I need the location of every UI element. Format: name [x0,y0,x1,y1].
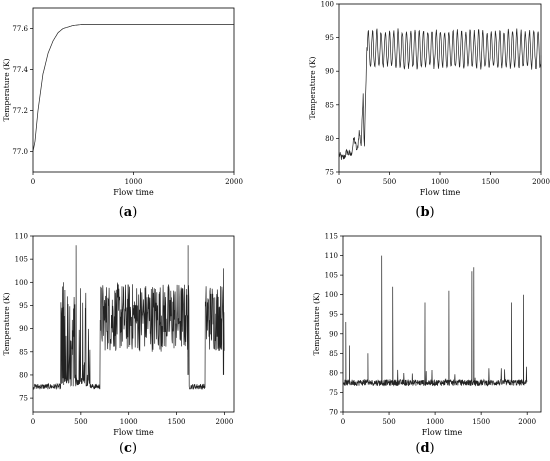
y-tick-label: 85 [19,348,28,356]
x-tick-label: 1000 [431,178,449,186]
x-tick-label: 500 [382,418,395,426]
y-tick-label: 77.0 [12,148,28,156]
y-tick-label: 110 [325,252,338,260]
x-tick-label: 1500 [482,178,500,186]
x-axis-label: Flow time [113,188,154,197]
y-tick-label: 77.6 [12,25,28,33]
y-tick-label: 105 [325,272,338,280]
y-tick-label: 80 [329,369,338,377]
x-tick-label: 500 [74,418,87,426]
y-axis-label: Temperature (K) [308,56,317,119]
x-tick-label: 500 [383,178,396,186]
x-tick-label: 2000 [225,178,243,186]
y-axis-label: Temperature (K) [312,292,321,355]
y-axis-label: Temperature (K) [2,58,11,121]
x-axis-label: Flow time [420,188,461,197]
plot-frame [342,235,542,413]
x-tick-label: 2000 [532,178,550,186]
y-tick-label: 85 [325,101,334,109]
y-tick-label: 95 [325,34,334,42]
plot-frame [32,7,235,173]
y-tick-label: 80 [19,371,28,379]
x-tick-label: 0 [31,418,35,426]
x-tick-label: 2000 [216,418,234,426]
y-tick-label: 75 [325,169,334,177]
y-tick-label: 75 [329,389,338,397]
plot-frame [338,3,542,173]
plot-frame [32,235,235,413]
y-tick-label: 100 [15,279,28,287]
x-axis-label: Flow time [113,428,154,437]
series-line [338,28,542,160]
series-line [342,255,528,387]
series-line [32,24,234,152]
x-tick-label: 0 [341,418,345,426]
x-tick-label: 0 [337,178,341,186]
y-tick-label: 70 [329,409,338,417]
x-tick-label: 0 [31,178,35,186]
y-tick-label: 77.2 [12,107,28,115]
y-tick-label: 85 [329,350,338,358]
y-tick-label: 90 [19,325,28,333]
x-tick-label: 1000 [426,418,444,426]
panel-caption: (a) [119,205,138,220]
y-tick-label: 95 [329,311,338,319]
y-tick-label: 95 [19,302,28,310]
y-tick-label: 105 [15,256,28,264]
x-tick-label: 1500 [168,418,186,426]
y-tick-label: 100 [321,1,334,9]
y-axis-label: Temperature (K) [2,292,11,355]
chart-panel-b: 0 500 1000 1500 2000 75 80 85 90 95 100 Flow time Te… [308,1,550,221]
panel-caption: (b) [415,205,434,220]
x-tick-label: 1500 [472,418,490,426]
chart-panel-d: 0 500 1000 1500 2000 70 75 80 85 90 95 100 105 110 115… [312,233,542,456]
panel-caption: (d) [415,441,434,456]
y-tick-label: 100 [325,291,338,299]
chart-panel-a: 0 1000 2000 77.0 77.2 77.4 77.6 Flow time Temper… [2,7,243,220]
chart-panel-c: 0 500 1000 1500 2000 75 80 85 90 95 100 105 110 Flow … [2,233,235,456]
x-tick-label: 1000 [125,178,143,186]
y-tick-label: 90 [325,68,334,76]
y-tick-label: 77.4 [12,66,28,74]
x-tick-label: 1000 [120,418,138,426]
x-axis-label: Flow time [422,428,463,437]
y-tick-label: 75 [19,395,28,403]
y-tick-label: 110 [15,233,28,241]
y-tick-label: 115 [325,233,338,241]
y-tick-label: 90 [329,330,338,338]
y-tick-label: 80 [325,135,334,143]
series-line [32,245,225,390]
panel-caption: (c) [119,441,137,456]
x-tick-label: 2000 [518,418,536,426]
